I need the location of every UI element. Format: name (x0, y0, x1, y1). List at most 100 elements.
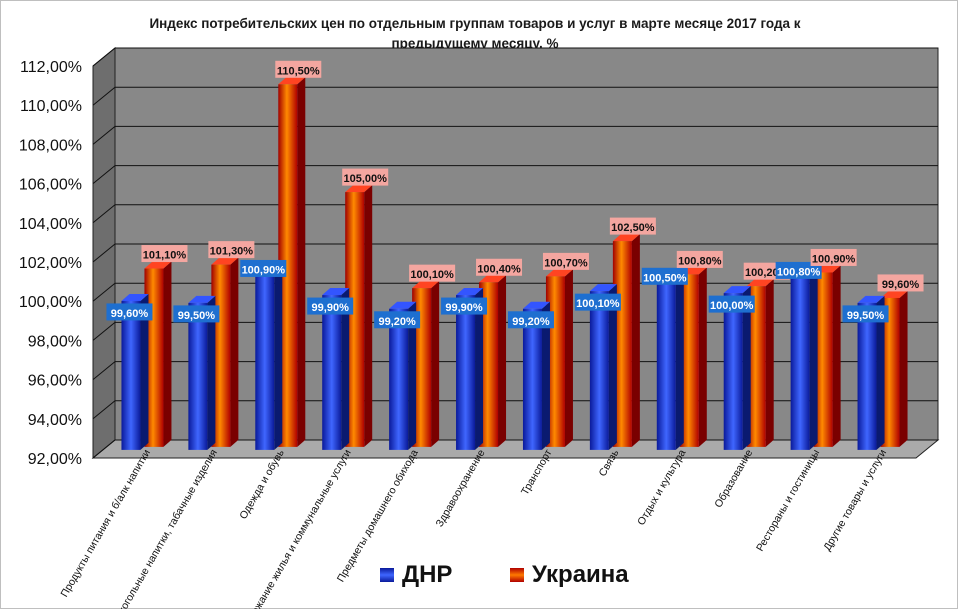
bar-top-ukraine (278, 77, 306, 85)
bar-side-dnr (475, 288, 484, 450)
x-tick-label: Рестораны и гостиницы (754, 448, 822, 554)
bar-top-ukraine (880, 290, 908, 298)
gridline-side (92, 243, 116, 263)
data-label-ukraine: 100,90% (810, 248, 857, 266)
svg-text:105,00%: 105,00% (343, 173, 387, 185)
y-tick-label: 100,00% (19, 294, 82, 311)
bar-ukraine (746, 286, 766, 447)
legend: ДНР Украина (0, 560, 958, 590)
svg-text:110,50%: 110,50% (277, 65, 320, 77)
svg-text:100,00%: 100,00% (710, 300, 754, 312)
bar-top-dnr (389, 301, 417, 309)
bar-dnr (255, 275, 275, 450)
bar-ukraine (278, 84, 298, 447)
svg-text:100,90%: 100,90% (812, 253, 856, 265)
gridline-side (92, 126, 116, 145)
legend-label-ukraine: Украина (532, 561, 629, 588)
bar-side-ukraine (631, 234, 640, 447)
bar-side-dnr (341, 288, 350, 450)
data-label-ukraine: 99,60% (877, 274, 924, 292)
svg-text:99,20%: 99,20% (512, 316, 550, 328)
bar-side-dnr (408, 301, 417, 450)
bar-ukraine (880, 297, 900, 447)
data-label-dnr: 99,90% (441, 297, 488, 315)
svg-text:100,40%: 100,40% (477, 263, 521, 275)
svg-text:99,20%: 99,20% (378, 316, 416, 328)
bar-dnr (389, 308, 409, 450)
data-label-ukraine: 100,10% (409, 264, 456, 282)
y-tick-label: 112,00% (20, 59, 82, 76)
data-label-ukraine: 100,70% (542, 252, 589, 270)
svg-text:99,60%: 99,60% (111, 308, 149, 320)
svg-text:99,50%: 99,50% (178, 310, 216, 322)
data-label-dnr: 99,60% (106, 303, 153, 321)
chart-title: Индекс потребительских цен по отдельным … (149, 16, 801, 51)
svg-text:99,50%: 99,50% (847, 310, 885, 322)
data-label-dnr: 100,50% (641, 267, 688, 285)
gridline-side (92, 439, 116, 459)
bar-top-dnr (456, 288, 484, 296)
bar-dnr (121, 300, 141, 450)
bar-side-ukraine (431, 281, 440, 447)
bar-ukraine (479, 282, 499, 447)
data-label-ukraine: 101,30% (208, 241, 255, 259)
bar-top-dnr (188, 295, 216, 303)
bar-dnr (589, 291, 609, 450)
bar-side-ukraine (498, 275, 507, 447)
y-tick-label: 96,00% (28, 373, 82, 390)
bar-side-ukraine (832, 265, 841, 447)
bar-dnr (790, 277, 810, 450)
x-tick-label: Отдых и культура (635, 447, 688, 527)
data-label-dnr: 100,80% (775, 261, 822, 279)
bar-top-dnr (589, 284, 617, 292)
bar-top-ukraine (746, 279, 774, 287)
svg-text:100,90%: 100,90% (242, 264, 286, 276)
bar-ukraine (345, 192, 365, 447)
bar-top-ukraine (545, 269, 573, 277)
bar-side-dnr (608, 284, 617, 450)
legend-swatch-dnr (380, 568, 394, 582)
svg-text:100,50%: 100,50% (643, 272, 687, 284)
data-label-ukraine: 102,50% (609, 217, 656, 235)
bar-side-ukraine (564, 269, 573, 447)
data-label-dnr: 100,90% (240, 259, 287, 277)
data-label-dnr: 99,20% (507, 311, 554, 329)
legend-label-dnr: ДНР (402, 561, 453, 588)
x-tick-label: Здравоохранение (434, 447, 488, 529)
data-label-ukraine: 100,80% (676, 250, 723, 268)
gridline-side (92, 400, 116, 420)
data-label-ukraine: 101,10% (141, 245, 188, 263)
bar-side-ukraine (765, 279, 774, 447)
svg-text:101,30%: 101,30% (210, 246, 254, 258)
bar-top-ukraine (345, 185, 373, 193)
bar-dnr (322, 295, 342, 450)
data-label-dnr: 99,50% (173, 305, 220, 323)
bar-side-dnr (541, 301, 550, 450)
bar-side-dnr (140, 293, 149, 450)
bar-side-dnr (274, 268, 283, 450)
bar-side-dnr (809, 270, 818, 450)
legend-item-dnr: ДНР (380, 560, 452, 590)
bar-top-ukraine (412, 281, 440, 289)
data-label-ukraine: 100,40% (476, 258, 523, 276)
data-label-dnr: 99,90% (307, 297, 354, 315)
bar-side-dnr (876, 295, 885, 450)
gridline-side (92, 361, 116, 380)
bar-dnr (522, 308, 542, 450)
y-tick-label: 92,00% (28, 451, 82, 468)
legend-swatch-ukraine (510, 568, 524, 582)
data-label-ukraine: 105,00% (342, 168, 389, 186)
bar-top-ukraine (144, 261, 172, 269)
bar-ukraine (612, 241, 632, 447)
gridline-side (92, 47, 116, 67)
bar-ukraine (679, 274, 699, 447)
bar-side-dnr (207, 295, 216, 450)
gridline-side (92, 322, 116, 341)
bar-dnr (857, 302, 877, 450)
data-label-dnr: 100,10% (574, 293, 621, 311)
bar-side-ukraine (163, 261, 172, 447)
gridline-side (92, 86, 116, 106)
bar-top-ukraine (479, 275, 507, 283)
y-tick-label: 110,00% (20, 98, 82, 115)
